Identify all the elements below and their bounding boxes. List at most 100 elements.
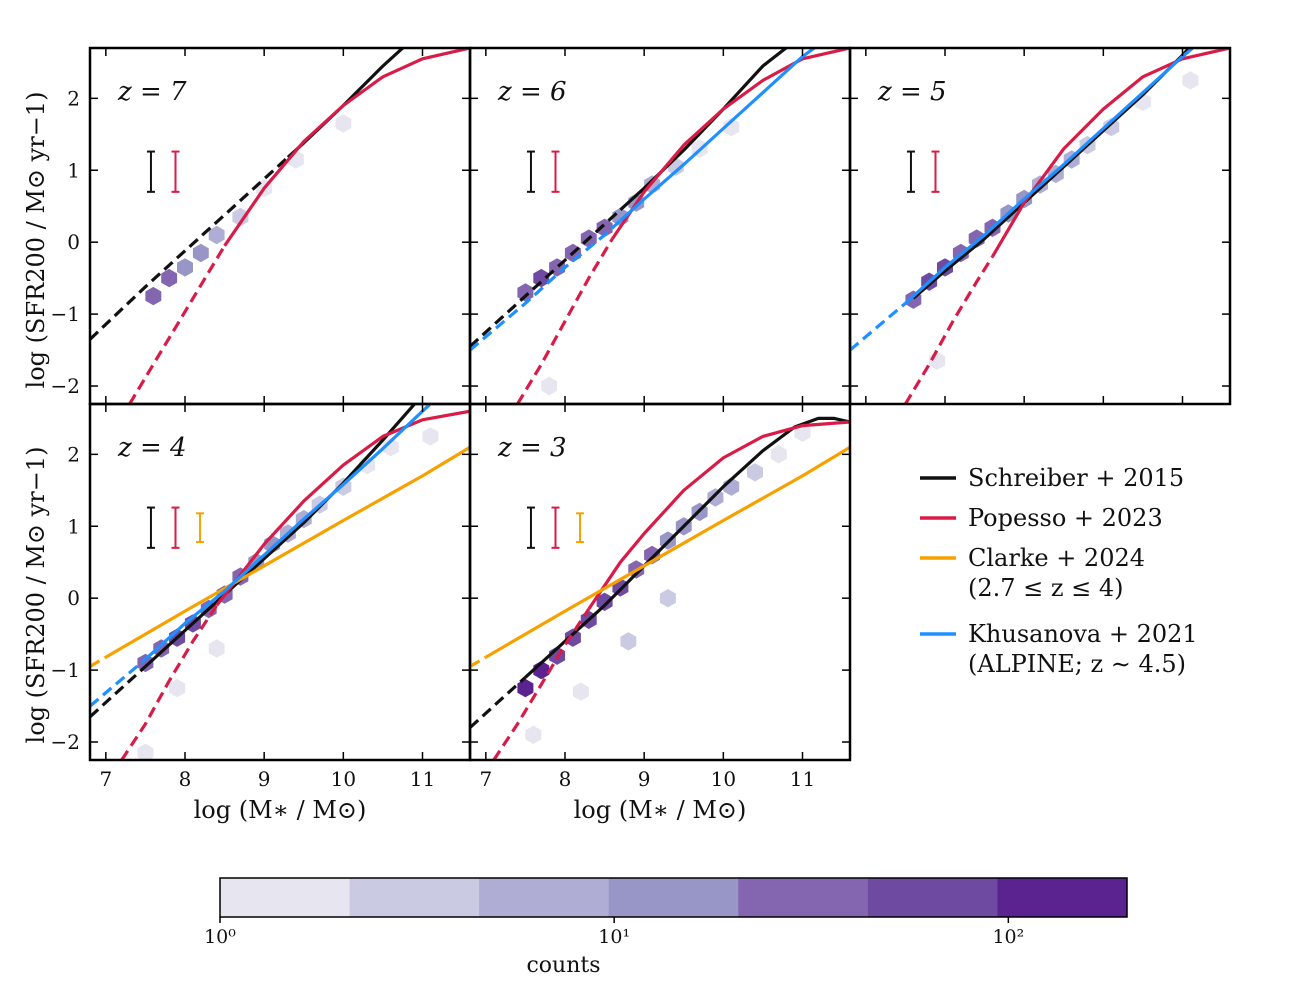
plot-area	[470, 48, 850, 404]
hexbin-cell	[723, 117, 740, 137]
colorbar-segment	[220, 878, 351, 917]
line-popesso-2023-solid	[223, 48, 470, 247]
y-tick-label: −1	[51, 658, 80, 682]
line-clarke-2024-dashed	[90, 655, 107, 668]
panel-frame	[468, 402, 852, 762]
line-schreiber-2015-dashed	[470, 208, 622, 348]
panel-label: z = 6	[497, 77, 567, 107]
hexbin-cell	[929, 351, 946, 370]
x-tick-label: 10	[711, 767, 736, 791]
hexbin-cell	[596, 592, 613, 611]
line-popesso-2023-solid	[611, 48, 850, 240]
colorbar-tick-label: 10⁰	[204, 926, 236, 948]
line-popesso-2023-dashed	[120, 604, 219, 760]
y-axis-label-bottom: log (SFR200 / M⊙ yr−1)	[22, 447, 50, 744]
hexbin-cell	[177, 258, 193, 277]
y-tick-label: 1	[67, 514, 80, 538]
legend-label: Khusanova + 2021	[968, 620, 1198, 648]
colorbar-label: counts	[526, 953, 600, 978]
legend-note: (2.7 ≤ z ≤ 4)	[968, 574, 1124, 602]
hexbin-cell	[161, 268, 178, 288]
line-clarke-2024-solid	[484, 445, 850, 659]
line-popesso-2023-solid	[587, 420, 850, 610]
hexbin-cell	[707, 488, 724, 507]
hexbin-cell	[533, 268, 550, 288]
panel-z-7: z = 7 −2 −1 0 1 2	[51, 46, 472, 406]
line-clarke-2024-solid	[104, 445, 470, 659]
colorbar-tick-label: 10¹	[598, 926, 630, 948]
hexbin-cell	[335, 114, 352, 133]
y-tick-label: 0	[67, 586, 80, 610]
hexbin-cell	[153, 639, 170, 658]
hexbin-cell	[770, 445, 787, 464]
x-tick-label: 9	[258, 767, 271, 791]
colorbar-segment	[997, 878, 1128, 917]
y-tick-label: 2	[67, 86, 80, 110]
panel-z-6: z = 6	[468, 46, 852, 406]
line-clarke-2024-dashed	[470, 655, 487, 668]
line-khusanova-2021-solid	[619, 48, 816, 222]
y-tick-label: 2	[67, 442, 80, 466]
x-axis-label-left: log (M∗ / M⊙)	[194, 796, 367, 824]
y-tick-label: −1	[51, 302, 80, 326]
hexbin-cell	[208, 225, 225, 245]
line-schreiber-2015-dashed	[470, 676, 527, 729]
line-popesso-2023-solid	[991, 48, 1230, 258]
panel-z-3: z = 3 7 8 9 10 11	[468, 402, 852, 791]
line-popesso-2023-dashed	[516, 237, 614, 404]
colorbar-tick-label: 10²	[992, 926, 1024, 948]
hexbin-cell	[620, 632, 637, 651]
hexbin-cell	[572, 682, 589, 701]
panel-z-4: z = 4 7 8 9 10 11 −2 −1 0 1 2	[51, 402, 472, 791]
colorbar-frame	[219, 877, 1128, 918]
colorbar-segment	[608, 878, 739, 917]
hexbin-cell	[517, 678, 534, 698]
colorbar-segment	[349, 878, 480, 917]
legend-label: Schreiber + 2015	[968, 464, 1184, 492]
line-popesso-2023-dashed	[492, 608, 591, 760]
hexbin-cell	[137, 653, 154, 673]
hexbin-cell	[137, 743, 154, 760]
panels: z = 7 −2 −1 0 1 2 z = 6 z = 5 z = 4 7 8 9 10 11 −2 −1 0 1…	[51, 46, 1232, 791]
x-tick-label: 11	[790, 767, 815, 791]
colorbar-segment	[479, 878, 610, 917]
line-schreiber-2015-dashed	[90, 156, 289, 341]
line-khusanova-2021-solid	[904, 48, 1196, 305]
legend-item-khusanova-2021: Khusanova + 2021(ALPINE; z ∼ 4.5)	[920, 620, 1198, 678]
line-popesso-2023-solid	[215, 409, 470, 607]
x-tick-label: 7	[479, 767, 492, 791]
x-tick-label: 7	[99, 767, 112, 791]
line-popesso-2023-dashed	[128, 244, 226, 404]
line-khusanova-2021-dashed	[850, 302, 907, 352]
colorbar-segment	[738, 878, 869, 917]
hexbin-cell	[208, 639, 225, 658]
plot-area	[470, 416, 850, 760]
hexbin-cell	[422, 427, 439, 446]
colorbar-segment	[867, 878, 998, 917]
plot-area	[90, 48, 470, 404]
hexbin-cell	[192, 243, 209, 263]
legend-item-schreiber-2015: Schreiber + 2015	[920, 464, 1184, 492]
y-tick-label: 0	[67, 230, 80, 254]
hexbin-cell	[525, 725, 542, 744]
line-khusanova-2021-solid	[144, 404, 432, 661]
hexbin-cell	[1182, 71, 1199, 90]
line-khusanova-2021-dashed	[90, 658, 147, 708]
x-tick-label: 8	[179, 767, 192, 791]
y-axis-label-top: log (SFR200 / M⊙ yr−1)	[22, 92, 50, 389]
y-tick-label: −2	[51, 730, 80, 754]
legend: Schreiber + 2015 Popesso + 2023 Clarke + 2…	[920, 464, 1198, 678]
panel-label: z = 4	[117, 433, 187, 463]
legend-label: Popesso + 2023	[968, 504, 1163, 532]
hexbin-cell	[169, 678, 186, 698]
legend-label: Clarke + 2024	[968, 544, 1145, 572]
line-schreiber-2015-dashed	[90, 665, 147, 718]
legend-item-popesso-2023: Popesso + 2023	[920, 504, 1163, 532]
line-schreiber-2015-solid	[524, 416, 850, 679]
legend-note: (ALPINE; z ∼ 4.5)	[968, 650, 1186, 678]
hexbin-cell	[1103, 117, 1120, 137]
x-tick-label: 11	[410, 767, 435, 791]
line-popesso-2023-dashed	[904, 255, 994, 404]
panel-label: z = 5	[877, 77, 947, 107]
